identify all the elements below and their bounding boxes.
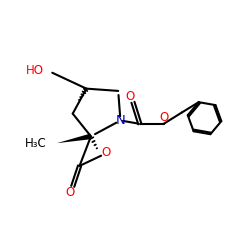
Text: O: O [66,186,75,198]
Text: N: N [116,114,125,127]
Text: HO: HO [26,64,44,78]
Text: O: O [159,111,168,124]
Text: O: O [126,90,135,103]
Text: O: O [102,146,111,159]
Polygon shape [57,134,92,143]
Text: H₃C: H₃C [25,137,46,150]
